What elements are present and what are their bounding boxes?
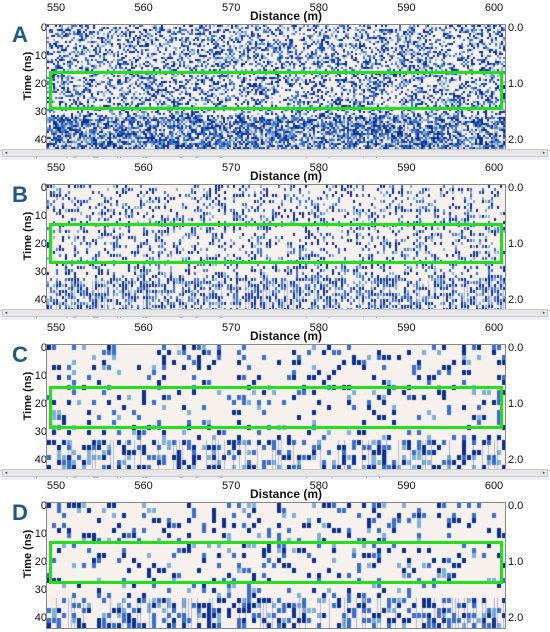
x-tick-label: 560 <box>134 322 153 334</box>
horizontal-scrollbar[interactable]: ◂ ▸ <box>2 149 548 157</box>
radargram-image <box>47 503 505 628</box>
x-tick-label: 600 <box>484 162 504 174</box>
depth-tick-label: 0.0 <box>508 182 524 194</box>
x-tick-label: 580 <box>309 162 328 174</box>
scroll-left-arrow-icon[interactable]: ◂ <box>4 310 8 316</box>
y-tick-label: 30 <box>34 106 47 118</box>
y-axis-label: Time (ns) <box>22 371 34 421</box>
x-tick-label: 590 <box>397 162 416 174</box>
radargram-plot[interactable] <box>46 184 506 311</box>
scroll-left-arrow-icon[interactable]: ◂ <box>4 150 8 156</box>
y-tick-label: 30 <box>34 266 47 278</box>
x-tick-label: 570 <box>222 2 241 14</box>
x-tick-label: 550 <box>46 322 66 334</box>
depth-tick-label: 1.0 <box>508 78 524 90</box>
depth-tick-label: 1.0 <box>508 556 524 568</box>
analysis-window-box <box>49 71 503 110</box>
x-tick-label: 590 <box>397 2 416 14</box>
y-tick-label: 30 <box>34 584 47 596</box>
scroll-left-arrow-icon[interactable]: ◂ <box>4 470 8 476</box>
depth-tick-label: 0.0 <box>508 342 524 354</box>
radargram-image <box>47 185 505 310</box>
x-tick-label: 560 <box>134 162 153 174</box>
scroll-right-arrow-icon[interactable]: ▸ <box>542 310 546 316</box>
y-tick-label: 0 <box>40 500 47 512</box>
x-tick-label: 580 <box>309 322 328 334</box>
y-tick-label: 40 <box>34 612 47 624</box>
radargram-plot[interactable] <box>46 24 506 151</box>
x-tick-label: 590 <box>397 322 416 334</box>
x-tick-label: 570 <box>222 322 241 334</box>
panel-letter: B <box>12 182 28 207</box>
y-tick-label: 40 <box>34 294 47 306</box>
x-tick-label: 580 <box>309 2 328 14</box>
x-axis-label: Distance (m) <box>250 487 323 501</box>
depth-tick-label: 2.0 <box>508 134 524 146</box>
radargram-image <box>47 25 505 150</box>
radargram-plot[interactable] <box>46 344 506 471</box>
y-tick-label: 10 <box>34 210 47 222</box>
y-tick-label: 20 <box>34 238 47 250</box>
scroll-right-arrow-icon[interactable]: ▸ <box>542 470 546 476</box>
analysis-window-box <box>49 223 503 264</box>
y-tick-label: 10 <box>34 50 47 62</box>
y-tick-label: 20 <box>34 556 47 568</box>
y-tick-label: 0 <box>40 342 47 354</box>
analysis-window-box <box>49 541 503 584</box>
scroll-right-arrow-icon[interactable]: ▸ <box>542 150 546 156</box>
radargram-image <box>47 345 505 470</box>
x-axis-label: Distance (m) <box>250 169 323 183</box>
y-tick-label: 40 <box>34 454 47 466</box>
depth-tick-label: 2.0 <box>508 294 524 306</box>
gpr-panel-d: D 550 560 570 580 590 600 Distance (m) 0 10 20 30 40… <box>0 478 550 632</box>
y-tick-label: 20 <box>34 78 47 90</box>
panel-letter: A <box>12 22 28 47</box>
gpr-panel-b: B 550 560 570 580 590 600 Distance (m) 0 10 20 30 40… <box>0 160 550 320</box>
x-axis-label: Distance (m) <box>250 9 323 23</box>
x-tick-label: 600 <box>484 480 504 492</box>
y-tick-label: 0 <box>40 22 47 34</box>
x-tick-label: 550 <box>46 480 66 492</box>
y-tick-label: 10 <box>34 370 47 382</box>
depth-tick-label: 0.0 <box>508 500 524 512</box>
radargram-plot[interactable] <box>46 502 506 629</box>
x-tick-label: 590 <box>397 480 416 492</box>
panel-letter: C <box>12 342 28 367</box>
x-tick-label: 570 <box>222 162 241 174</box>
x-axis-label: Distance (m) <box>250 329 323 343</box>
y-axis-label: Time (ns) <box>22 51 34 101</box>
y-tick-label: 40 <box>34 134 47 146</box>
depth-tick-label: 2.0 <box>508 612 524 624</box>
x-tick-label: 550 <box>46 2 66 14</box>
x-tick-label: 600 <box>484 322 504 334</box>
depth-tick-label: 1.0 <box>508 398 524 410</box>
x-tick-label: 570 <box>222 480 241 492</box>
x-tick-label: 560 <box>134 2 153 14</box>
gpr-panel-c: C 550 560 570 580 590 600 Distance (m) 0 10 20 30 40… <box>0 320 550 480</box>
y-tick-label: 0 <box>40 182 47 194</box>
y-axis-label: Time (ns) <box>22 529 34 579</box>
panel-letter: D <box>12 500 28 525</box>
x-tick-label: 580 <box>309 480 328 492</box>
x-tick-label: 550 <box>46 162 66 174</box>
horizontal-scrollbar[interactable]: ◂ ▸ <box>2 309 548 317</box>
horizontal-scrollbar[interactable]: ◂ ▸ <box>2 469 548 477</box>
y-tick-label: 30 <box>34 426 47 438</box>
gpr-panel-a: A 550 560 570 580 590 600 Distance (m) 0 10 20 30 40… <box>0 0 550 160</box>
depth-tick-label: 1.0 <box>508 238 524 250</box>
depth-tick-label: 2.0 <box>508 454 524 466</box>
y-axis-label: Time (ns) <box>22 211 34 261</box>
y-tick-label: 10 <box>34 528 47 540</box>
depth-tick-label: 0.0 <box>508 22 524 34</box>
y-tick-label: 20 <box>34 398 47 410</box>
analysis-window-box <box>49 386 503 429</box>
x-tick-label: 560 <box>134 480 153 492</box>
x-tick-label: 600 <box>484 2 504 14</box>
